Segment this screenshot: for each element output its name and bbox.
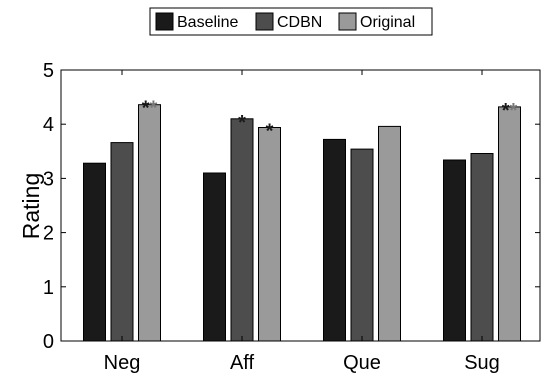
x-tick-label-neg: Neg — [104, 352, 141, 374]
bar-cdbn-sug — [470, 153, 494, 342]
plot-frame — [60, 69, 541, 342]
y-tick-label: 4 — [43, 114, 54, 136]
bar-cdbn-neg — [110, 142, 134, 342]
bar-original-que — [378, 125, 401, 342]
legend: Baseline CDBN Original — [149, 7, 433, 36]
legend-swatch-cdbn — [255, 12, 274, 31]
significance-marker: ** — [502, 100, 518, 122]
bar-original-neg — [138, 104, 161, 342]
legend-swatch-original — [338, 12, 357, 31]
bar-baseline-aff — [203, 172, 226, 342]
x-tick-label-que: Que — [343, 352, 381, 374]
legend-label-cdbn: CDBN — [277, 14, 322, 31]
y-tick-label: 3 — [43, 168, 54, 190]
y-axis-label: Rating — [18, 173, 44, 239]
significance-marker: ** — [142, 98, 158, 120]
significance-marker: * — [266, 121, 274, 143]
y-tick-label: 5 — [43, 60, 54, 82]
axes-layer: 0 1 2 3 4 5 Neg Aff Que Sug — [43, 60, 541, 374]
y-tick-label: 2 — [43, 223, 54, 245]
bar-baseline-neg — [83, 162, 106, 342]
bar-baseline-sug — [443, 159, 466, 342]
significance-marker: * — [238, 112, 246, 134]
bar-baseline-que — [323, 138, 346, 342]
legend-swatch-baseline — [155, 12, 174, 31]
legend-box — [149, 7, 433, 36]
x-tick-label-sug: Sug — [464, 352, 500, 374]
y-tick-label: 0 — [43, 331, 54, 353]
bar-cdbn-que — [350, 148, 374, 342]
bar-original-aff — [258, 127, 281, 342]
bars-layer: *** *** — [83, 98, 521, 342]
x-tick-label-aff: Aff — [230, 352, 255, 374]
legend-label-baseline: Baseline — [177, 14, 238, 31]
bar-cdbn-aff — [230, 118, 254, 342]
y-tick-label: 1 — [43, 277, 54, 299]
bar-original-sug — [498, 106, 521, 342]
legend-label-original: Original — [360, 14, 415, 31]
